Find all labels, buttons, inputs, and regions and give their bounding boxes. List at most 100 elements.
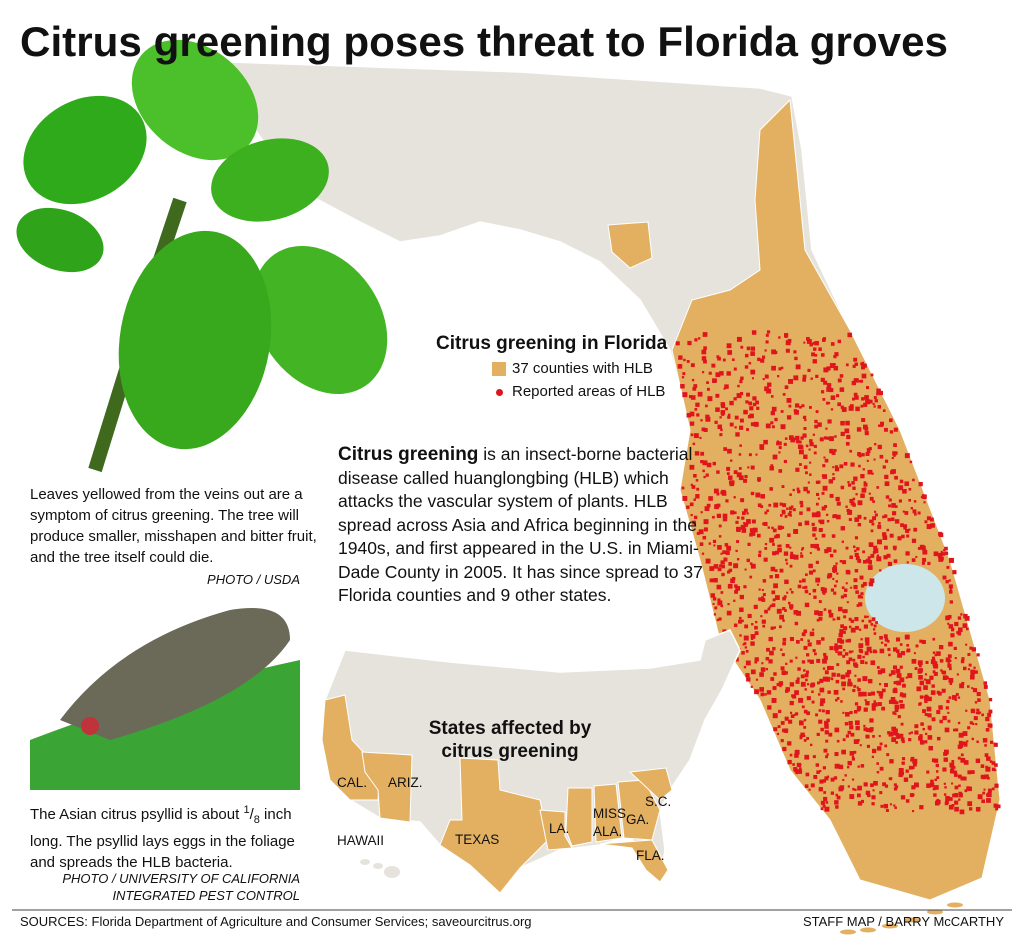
hlb-dot: [844, 588, 848, 592]
hlb-dot: [957, 721, 961, 725]
description-text: is an insect-borne bacterial disease cal…: [338, 444, 703, 605]
hlb-dot: [924, 740, 928, 744]
hlb-dot: [824, 724, 829, 729]
hlb-dot: [693, 384, 698, 388]
hlb-dot: [845, 712, 850, 717]
hlb-dot: [849, 711, 853, 715]
hlb-dot: [898, 733, 904, 739]
hlb-dot: [877, 444, 882, 450]
hlb-dot: [691, 378, 695, 382]
hlb-dot: [914, 724, 919, 729]
hlb-dot: [861, 487, 867, 493]
hlb-dot: [727, 570, 731, 574]
hlb-dot: [948, 797, 953, 801]
hlb-dot: [862, 691, 867, 697]
hlb-dot: [686, 360, 690, 363]
hlb-dot: [869, 650, 873, 654]
hlb-dot: [835, 562, 838, 565]
hlb-dot: [738, 616, 742, 620]
hlb-dot: [903, 526, 907, 530]
hlb-dot: [837, 651, 842, 656]
hlb-dot: [900, 700, 903, 703]
hlb-dot: [771, 365, 776, 371]
hlb-dot: [844, 428, 850, 434]
hlb-dot: [936, 736, 941, 741]
hlb-dot: [764, 374, 769, 379]
state: [539, 809, 573, 851]
hlb-dot: [778, 625, 782, 629]
hlb-dot: [730, 459, 733, 462]
hlb-dot: [879, 742, 883, 746]
hlb-dot: [825, 676, 830, 682]
hlb-dot: [904, 481, 909, 486]
hlb-dot: [956, 673, 959, 676]
hlb-dot: [743, 642, 747, 645]
hlb-dot: [839, 374, 844, 378]
hlb-dot: [850, 733, 853, 737]
hlb-dot: [803, 725, 807, 729]
hlb-dot: [967, 770, 972, 775]
hlb-dot: [847, 730, 852, 735]
hlb-dot: [822, 485, 828, 491]
hlb-dot: [787, 338, 792, 343]
hlb-dot: [894, 704, 900, 710]
hlb-dot: [843, 615, 847, 619]
hlb-dot: [821, 506, 826, 511]
hlb-dot: [783, 551, 789, 556]
hlb-dot: [719, 416, 722, 419]
hlb-dot: [963, 666, 967, 671]
hlb-dot: [703, 346, 707, 350]
hlb-dot: [911, 558, 916, 562]
hlb-dot: [870, 660, 876, 666]
hlb-dot: [842, 738, 846, 742]
hlb-dot: [806, 736, 810, 740]
hlb-dot: [831, 672, 836, 677]
hlb-dot: [826, 401, 829, 405]
hlb-dot: [861, 660, 865, 664]
hlb-dot: [851, 481, 855, 485]
hlb-dot: [736, 336, 742, 342]
hlb-dot: [800, 674, 805, 679]
hlb-dot: [739, 594, 744, 600]
hlb-dot: [871, 472, 874, 475]
hlb-dot: [847, 678, 851, 681]
state-label: ARIZ.: [388, 775, 423, 790]
hlb-dot: [717, 600, 723, 606]
hlb-dot: [833, 570, 836, 574]
hlb-dot: [857, 765, 860, 768]
hlb-dot: [863, 782, 868, 787]
hlb-dot: [840, 595, 844, 599]
hlb-dot: [995, 807, 999, 811]
hlb-dot: [801, 578, 806, 583]
hlb-dot: [817, 422, 822, 427]
hlb-dot: [910, 756, 915, 761]
hlb-dot: [810, 783, 815, 788]
hlb-dot: [894, 451, 898, 455]
hlb-dot: [913, 527, 918, 532]
hlb-dot: [808, 448, 811, 451]
hlb-dot: [821, 709, 825, 713]
hlb-dot: [835, 698, 838, 702]
hlb-dot: [860, 799, 864, 803]
hlb-dot: [823, 655, 828, 661]
hlb-dot: [778, 451, 781, 454]
hlb-dot: [976, 740, 979, 743]
hlb-dot: [882, 782, 886, 787]
hlb-dot: [852, 397, 855, 401]
hlb-dot: [834, 752, 839, 757]
hlb-dot: [876, 690, 880, 694]
hlb-dot: [713, 564, 719, 569]
hlb-dot: [912, 758, 918, 764]
hlb-dot: [901, 757, 906, 761]
hlb-dot: [826, 575, 831, 579]
state-label: ALA.: [593, 824, 623, 839]
hlb-dot: [830, 408, 834, 411]
hlb-dot: [821, 353, 825, 357]
hlb-dot: [917, 547, 921, 550]
hlb-dot: [823, 380, 828, 385]
hlb-dot: [727, 413, 731, 417]
hlb-dot: [888, 731, 894, 737]
hlb-dot: [893, 454, 896, 457]
hlb-dot: [694, 407, 698, 411]
hlb-dot: [895, 701, 899, 705]
